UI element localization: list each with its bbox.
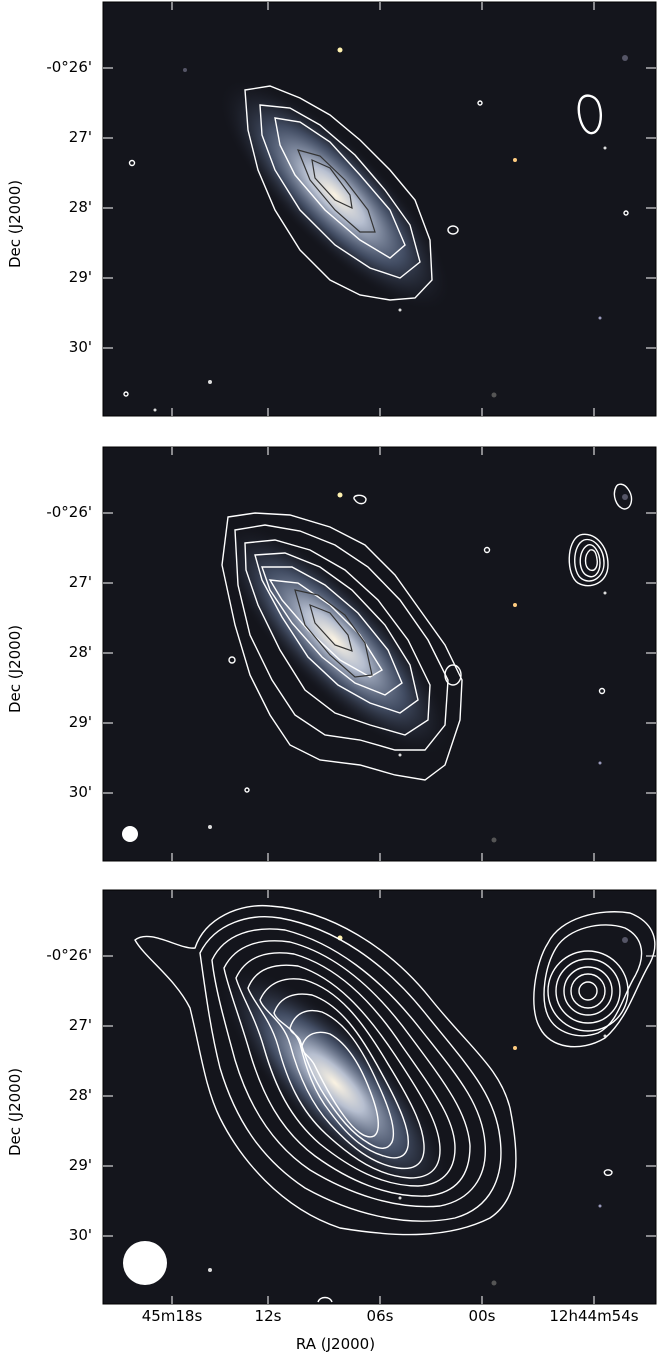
beam-bottom (123, 1241, 167, 1285)
panel-top: Dec (J2000) -0°26' 27' 28' 29' 30' (0, 0, 671, 440)
panel-middle: Dec (J2000) -0°26' 27' 28' 29' 30' (0, 445, 671, 885)
xtick-4: 12h44m54s (549, 1307, 639, 1325)
panel-bottom-image (102, 889, 657, 1305)
xtick-3: 00s (468, 1307, 496, 1325)
xtick-2: 06s (366, 1307, 394, 1325)
contours-top (123, 85, 629, 397)
ticks-middle (103, 447, 656, 861)
contours-top-dark (296, 149, 376, 233)
stars-bottom (208, 935, 628, 1286)
panel-bottom-ytick-2: 28' (68, 1086, 92, 1104)
panel-top-image (102, 1, 657, 417)
panel-middle-ylabel: Dec (J2000) (6, 624, 24, 713)
beam-middle (122, 826, 138, 842)
panel-bottom-ytick-0: -0°26' (46, 946, 92, 964)
contours-middle-dark (294, 589, 373, 678)
panel-middle-ytick-4: 30' (68, 783, 92, 801)
panel-top-ytick-4: 30' (68, 338, 92, 356)
panel-top-ytick-2: 28' (68, 198, 92, 216)
panel-middle-ytick-2: 28' (68, 643, 92, 661)
panel-middle-image (102, 446, 657, 862)
ticks-top (103, 2, 656, 416)
panel-top-ytick-0: -0°26' (46, 58, 92, 76)
contours-middle (221, 483, 633, 793)
xtick-1: 12s (254, 1307, 282, 1325)
panel-bottom-ylabel: Dec (J2000) (6, 1067, 24, 1156)
stars-top (153, 47, 628, 412)
panel-top-ytick-3: 29' (68, 268, 92, 286)
panel-middle-ytick-3: 29' (68, 713, 92, 731)
panel-top-ylabel: Dec (J2000) (6, 179, 24, 268)
x-axis-label: RA (J2000) (295, 1335, 376, 1353)
galaxy-middle (219, 524, 451, 756)
stars-middle (208, 492, 628, 843)
xtick-0: 45m18s (141, 1307, 203, 1325)
panel-middle-ytick-1: 27' (68, 573, 92, 591)
galaxy-top (219, 79, 451, 311)
contours-bottom (134, 904, 656, 1303)
panel-top-ytick-1: 27' (68, 128, 92, 146)
panel-bottom: Dec (J2000) -0°26' 27' 28' 29' 30' 45m18… (0, 888, 671, 1360)
panel-bottom-ytick-1: 27' (68, 1016, 92, 1034)
panel-bottom-ytick-3: 29' (68, 1156, 92, 1174)
ticks-bottom (103, 890, 656, 1304)
panel-middle-ytick-0: -0°26' (46, 503, 92, 521)
panel-bottom-ytick-4: 30' (68, 1226, 92, 1244)
